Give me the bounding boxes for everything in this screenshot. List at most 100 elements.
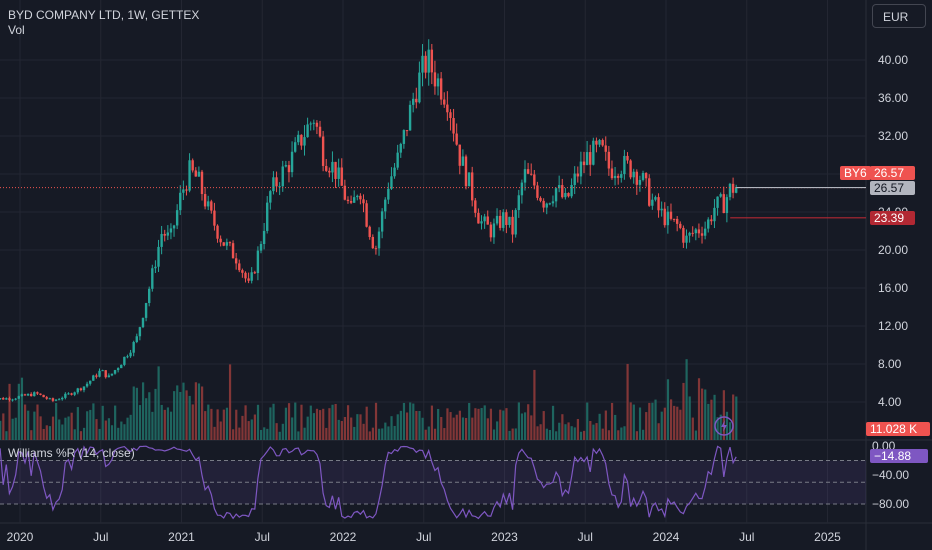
candle-body: [480, 221, 483, 224]
volume-bar: [5, 431, 8, 440]
y-tick-label: 32.00: [878, 129, 908, 143]
candle-body: [526, 169, 530, 174]
volume-bar: [707, 403, 710, 440]
candle-body: [722, 194, 725, 214]
candle-body: [564, 192, 567, 198]
volume-bar: [402, 402, 406, 440]
volume-bar: [685, 359, 688, 440]
candle-body: [561, 185, 564, 198]
volume-bar: [8, 383, 11, 440]
volume-bar: [620, 427, 623, 440]
candle-body: [356, 195, 359, 198]
volume-bar: [92, 403, 95, 440]
candle-body: [284, 165, 288, 167]
volume-bar: [666, 379, 670, 440]
candle-body: [607, 151, 611, 169]
volume-bar: [284, 407, 288, 440]
currency-button[interactable]: EUR: [872, 4, 926, 28]
candle-body: [144, 303, 148, 318]
volume-bar: [362, 423, 365, 440]
volume-bar: [676, 406, 679, 440]
volume-bar: [210, 408, 213, 440]
volume-bar: [527, 404, 530, 440]
volume-bar: [545, 428, 548, 440]
volume-bar: [132, 386, 135, 440]
candle-body: [551, 201, 555, 204]
candle-body: [616, 175, 620, 178]
candle-body: [498, 215, 502, 228]
volume-bar: [449, 412, 452, 440]
candle-body: [604, 145, 607, 152]
x-tick-label: Jul: [578, 530, 593, 544]
candle-body: [489, 224, 493, 238]
candle-body: [151, 268, 154, 289]
candle-body: [281, 166, 284, 187]
volume-bar: [492, 429, 496, 440]
x-tick-label: 2020: [7, 530, 34, 544]
volume-bar: [365, 406, 368, 440]
candle-body: [679, 223, 682, 228]
volume-bar: [551, 405, 555, 440]
symbol-tag: BY6: [840, 166, 871, 180]
candle-body: [446, 104, 449, 113]
volume-bar: [48, 426, 52, 440]
volume-bar: [67, 416, 70, 440]
volume-bar: [617, 430, 620, 440]
candle-body: [533, 174, 536, 186]
volume-bar: [120, 421, 123, 440]
y-tick-label: 12.00: [878, 319, 908, 333]
candle-body: [474, 200, 477, 213]
volume-bar: [331, 404, 334, 440]
volume-bar: [145, 398, 148, 440]
volume-bar: [27, 410, 30, 440]
volume-bar: [98, 428, 101, 440]
y-tick-label: 8.00: [878, 357, 902, 371]
candle-body: [455, 133, 458, 145]
candle-body: [570, 184, 573, 197]
candle-body: [79, 388, 83, 391]
candle-body: [132, 342, 135, 353]
volume-bar: [256, 404, 260, 440]
candle-body: [648, 178, 651, 206]
candle-body: [343, 185, 347, 200]
volume-bar: [520, 413, 524, 440]
candle-body: [523, 169, 527, 183]
x-tick-label: 2024: [653, 530, 680, 544]
volume-bar: [474, 408, 477, 440]
candle-body: [700, 233, 704, 236]
candle-body: [247, 278, 250, 281]
candle-body: [82, 386, 86, 391]
candle-body: [129, 352, 132, 357]
volume-bar: [378, 428, 381, 440]
candle-body: [253, 272, 256, 274]
volume-bar: [381, 428, 384, 440]
volume-bar: [604, 410, 607, 440]
x-tick-label: Jul: [416, 530, 431, 544]
candle-body: [54, 399, 58, 401]
volume-bar: [704, 389, 707, 440]
candle-body: [225, 242, 229, 246]
volume-bar: [564, 424, 567, 440]
candle-body: [203, 194, 207, 207]
volume-bar: [79, 431, 83, 440]
volume-bar: [315, 408, 319, 440]
volume-bar: [272, 403, 275, 440]
candle-body: [64, 393, 67, 398]
candle-body: [371, 236, 375, 249]
candle-body: [17, 396, 20, 399]
candle-body: [346, 199, 350, 202]
candle-body: [250, 272, 253, 281]
volume-bar: [632, 404, 635, 440]
candle-body: [219, 238, 222, 243]
volume-bar: [440, 417, 443, 440]
volume-bar: [542, 411, 545, 440]
candle-body: [126, 356, 129, 358]
candle-body: [340, 167, 343, 186]
volume-bar: [458, 410, 461, 440]
candle-body: [430, 49, 434, 73]
candle-body: [458, 144, 461, 166]
volume-bar: [530, 415, 533, 440]
crosshair-price-tag: 26.57: [870, 181, 915, 195]
candle-body: [530, 173, 533, 175]
